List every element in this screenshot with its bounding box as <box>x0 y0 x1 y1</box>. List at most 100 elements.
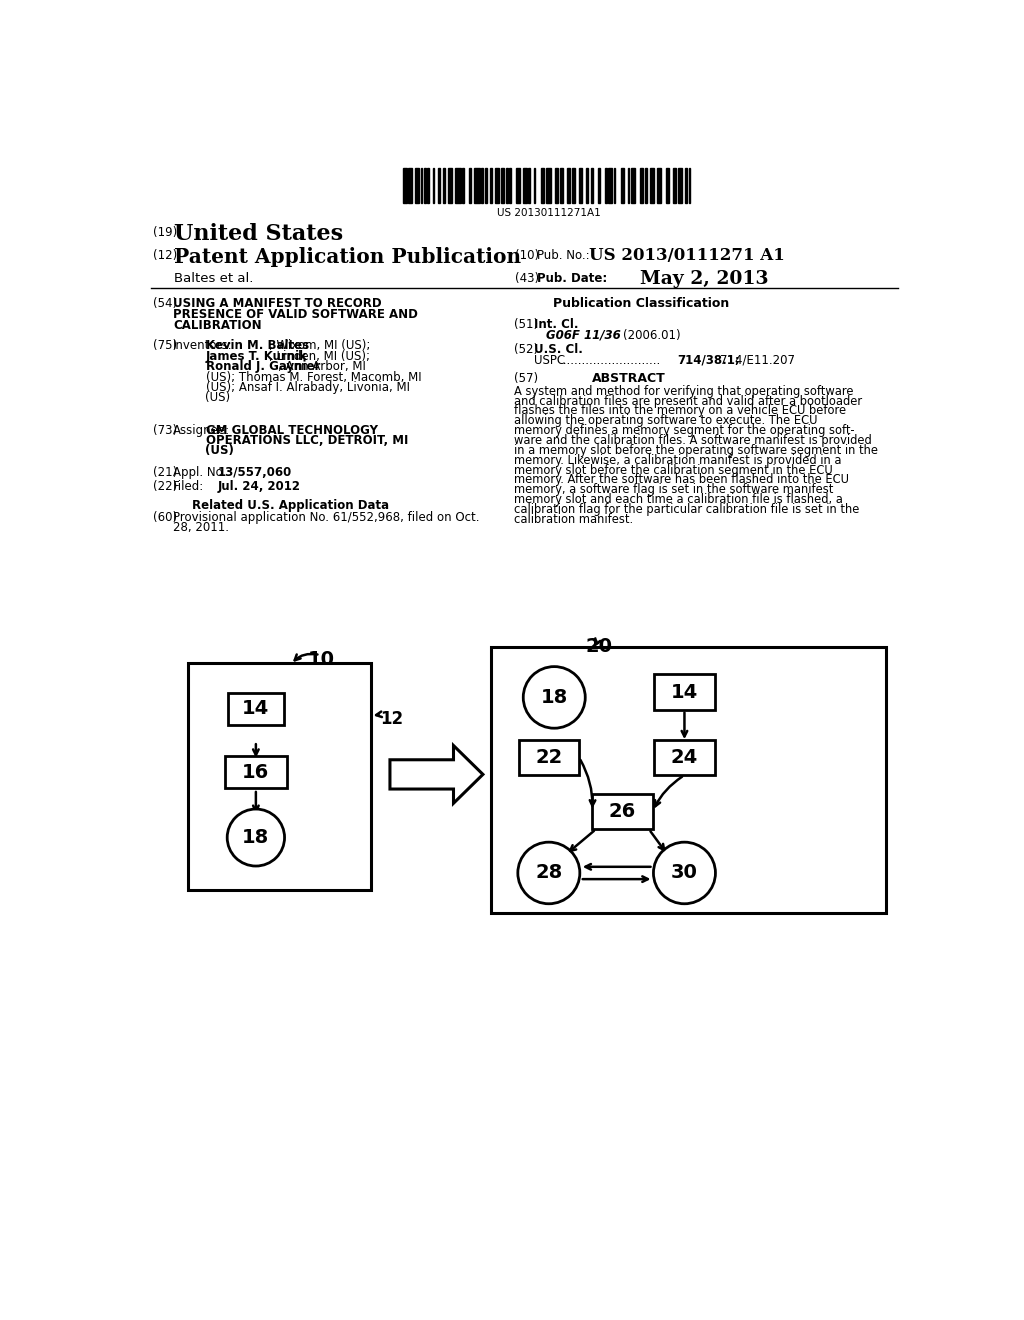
Text: , Wixom, MI (US);: , Wixom, MI (US); <box>269 339 371 352</box>
Text: 18: 18 <box>243 828 269 847</box>
Bar <box>645 168 647 203</box>
Text: (2006.01): (2006.01) <box>624 329 681 342</box>
Bar <box>586 168 588 203</box>
Bar <box>438 168 439 203</box>
Circle shape <box>653 842 716 904</box>
Text: 30: 30 <box>671 863 698 883</box>
Circle shape <box>227 809 285 866</box>
Text: Appl. No.:: Appl. No.: <box>173 466 230 479</box>
Bar <box>591 168 593 203</box>
Text: PRESENCE OF VALID SOFTWARE AND: PRESENCE OF VALID SOFTWARE AND <box>173 308 418 321</box>
Text: Pub. Date:: Pub. Date: <box>538 272 607 285</box>
Text: Filed:: Filed: <box>173 480 204 494</box>
Text: 20: 20 <box>586 638 612 656</box>
Bar <box>403 168 407 203</box>
Bar <box>685 168 687 203</box>
Bar <box>427 168 429 203</box>
Text: Kevin M. Baltes: Kevin M. Baltes <box>206 339 308 352</box>
Text: (21): (21) <box>153 466 177 479</box>
Bar <box>456 168 461 203</box>
Bar <box>523 168 526 203</box>
Text: 22: 22 <box>536 748 562 767</box>
Bar <box>688 168 690 203</box>
Bar <box>509 168 511 203</box>
Text: 18: 18 <box>541 688 568 708</box>
Text: 28: 28 <box>536 863 562 883</box>
Text: , Ann Arbor, MI: , Ann Arbor, MI <box>278 360 366 374</box>
Bar <box>506 168 508 203</box>
Bar <box>228 693 284 725</box>
Text: James T. Kurnik: James T. Kurnik <box>206 350 307 363</box>
Text: 714/E11.207: 714/E11.207 <box>720 354 795 367</box>
Bar <box>416 168 419 203</box>
Text: Publication Classification: Publication Classification <box>553 297 729 310</box>
Bar <box>433 168 434 203</box>
Text: (12): (12) <box>153 249 177 263</box>
Bar <box>485 168 486 203</box>
Bar <box>555 168 558 203</box>
Text: (22): (22) <box>153 480 177 494</box>
Bar <box>462 168 464 203</box>
Text: Patent Application Publication: Patent Application Publication <box>174 247 521 267</box>
Text: USING A MANIFEST TO RECORD: USING A MANIFEST TO RECORD <box>173 297 382 310</box>
Bar <box>409 168 412 203</box>
Text: US 20130111271A1: US 20130111271A1 <box>497 209 600 218</box>
Text: ABSTRACT: ABSTRACT <box>592 372 666 385</box>
Bar <box>621 168 625 203</box>
Text: (60): (60) <box>153 511 177 524</box>
Text: Related U.S. Application Data: Related U.S. Application Data <box>191 499 389 512</box>
Circle shape <box>518 842 580 904</box>
Bar <box>666 168 670 203</box>
Bar <box>673 168 676 203</box>
Text: USPC: USPC <box>535 354 565 367</box>
Bar <box>474 168 479 203</box>
Text: (54): (54) <box>153 297 177 310</box>
Circle shape <box>523 667 586 729</box>
Bar <box>516 168 520 203</box>
Polygon shape <box>390 746 483 804</box>
Text: A system and method for verifying that operating software: A system and method for verifying that o… <box>514 385 853 397</box>
Text: 24: 24 <box>671 748 698 767</box>
Text: United States: United States <box>174 223 344 246</box>
Bar <box>421 168 422 203</box>
Text: Jul. 24, 2012: Jul. 24, 2012 <box>218 480 301 494</box>
Text: (51): (51) <box>514 318 538 331</box>
Bar <box>188 663 371 890</box>
Text: 16: 16 <box>243 763 269 781</box>
Text: U.S. Cl.: U.S. Cl. <box>535 343 583 356</box>
Text: calibration manifest.: calibration manifest. <box>514 513 633 525</box>
Text: and calibration files are present and valid after a bootloader: and calibration files are present and va… <box>514 395 862 408</box>
Text: ware and the calibration files. A software manifest is provided: ware and the calibration files. A softwa… <box>514 434 871 447</box>
Text: Ronald J. Gaynier: Ronald J. Gaynier <box>206 360 319 374</box>
Text: OPERATIONS LLC, DETROIT, MI: OPERATIONS LLC, DETROIT, MI <box>206 434 408 447</box>
Text: Int. Cl.: Int. Cl. <box>535 318 579 331</box>
Text: GM GLOBAL TECHNOLOGY: GM GLOBAL TECHNOLOGY <box>206 424 378 437</box>
Text: memory, a software flag is set in the software manifest: memory, a software flag is set in the so… <box>514 483 834 496</box>
Text: ..........................: .......................... <box>559 354 664 367</box>
Bar <box>518 739 579 775</box>
Bar <box>501 168 504 203</box>
Bar <box>592 793 652 829</box>
Text: (US): (US) <box>206 391 230 404</box>
Text: 10: 10 <box>308 649 335 669</box>
Text: memory slot before the calibration segment in the ECU: memory slot before the calibration segme… <box>514 463 833 477</box>
Text: (73): (73) <box>153 424 177 437</box>
Text: (19): (19) <box>153 226 177 239</box>
Text: May 2, 2013: May 2, 2013 <box>640 271 768 288</box>
Bar <box>225 756 287 788</box>
Bar <box>572 168 575 203</box>
Text: (US): (US) <box>206 444 234 457</box>
Text: Provisional application No. 61/552,968, filed on Oct.: Provisional application No. 61/552,968, … <box>173 511 479 524</box>
Text: memory. After the software has been flashed into the ECU: memory. After the software has been flas… <box>514 474 849 487</box>
Text: Assignee:: Assignee: <box>173 424 230 437</box>
Text: Pub. No.:: Pub. No.: <box>538 249 590 263</box>
Text: 28, 2011.: 28, 2011. <box>173 521 229 535</box>
Bar <box>631 168 635 203</box>
Text: (52): (52) <box>514 343 538 356</box>
Text: 26: 26 <box>609 801 636 821</box>
Bar <box>546 168 551 203</box>
Text: (43): (43) <box>515 272 540 285</box>
Text: 714/38.1;: 714/38.1; <box>678 354 740 367</box>
Text: calibration flag for the particular calibration file is set in the: calibration flag for the particular cali… <box>514 503 859 516</box>
Bar <box>678 168 682 203</box>
